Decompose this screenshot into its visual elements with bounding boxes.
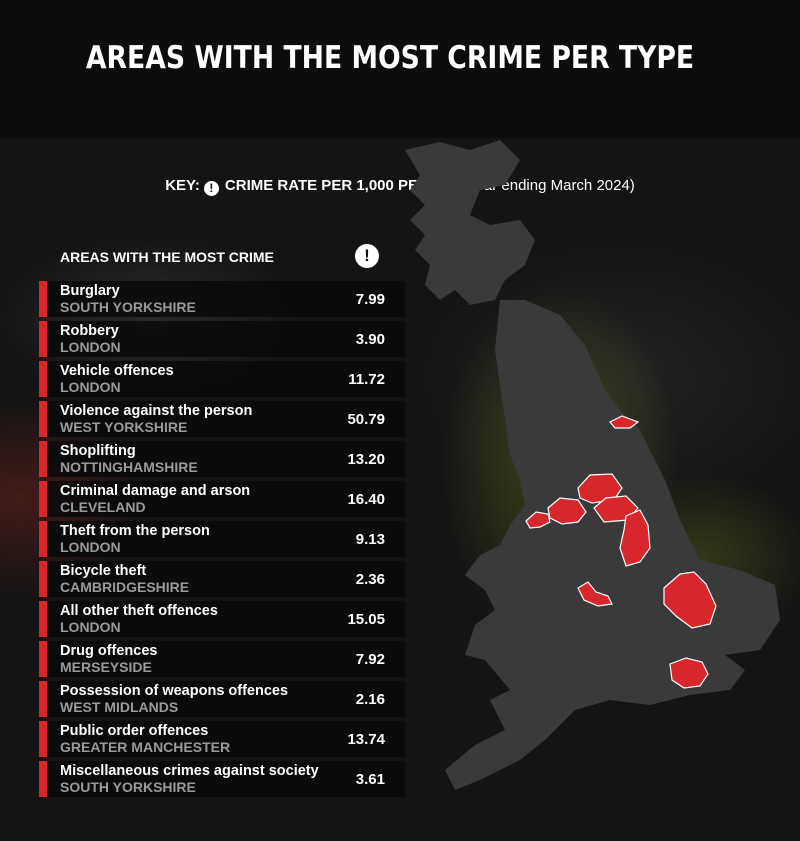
crime-area: GREATER MANCHESTER	[60, 739, 231, 755]
table-row: Criminal damage and arson CLEVELAND 16.40	[39, 481, 405, 517]
crime-area: SOUTH YORKSHIRE	[60, 779, 196, 795]
row-accent-bar	[39, 721, 47, 757]
table-row: Theft from the person LONDON 9.13	[39, 521, 405, 557]
table-row: Miscellaneous crimes against society SOUT…	[39, 761, 405, 797]
table-row: Public order offences GREATER MANCHESTER 1…	[39, 721, 405, 757]
crime-rate: 7.99	[355, 291, 385, 308]
crime-type: Burglary	[60, 283, 120, 299]
region-greater-manchester	[547, 497, 587, 525]
crime-type: Drug offences	[60, 643, 158, 659]
table-row: Violence against the person WEST YORKSHIR…	[39, 401, 405, 437]
region-cambridgeshire	[663, 571, 717, 629]
exclamation-icon: !	[203, 181, 219, 196]
crime-rate: 9.13	[355, 531, 385, 548]
crime-type: Vehicle offences	[60, 363, 174, 379]
region-west-midlands	[577, 581, 613, 607]
crime-rate: 11.72	[348, 371, 385, 388]
region-nottinghamshire	[619, 509, 651, 567]
key-measure: CRIME RATE PER 1,000 PEOPLE	[224, 177, 459, 194]
crime-area: LONDON	[60, 619, 121, 635]
crime-rate: 15.05	[347, 611, 385, 628]
region-merseyside	[525, 511, 551, 529]
row-accent-bar	[39, 561, 47, 597]
key-label: KEY:	[165, 177, 200, 194]
crime-area: WEST YORKSHIRE	[60, 419, 188, 435]
table-row: Vehicle offences LONDON 11.72	[39, 361, 405, 397]
table-row: Possession of weapons offences WEST MIDLA…	[39, 681, 405, 717]
crime-table: Burglary SOUTH YORKSHIRE 7.99 Robbery LONDON…	[39, 281, 405, 801]
crime-rate: 3.90	[355, 331, 385, 348]
crime-type: Shoplifting	[60, 443, 136, 459]
crime-area: NOTTINGHAMSHIRE	[60, 459, 198, 475]
crime-area: LONDON	[60, 379, 121, 395]
crime-type: Criminal damage and arson	[60, 483, 251, 499]
crime-rate: 3.61	[355, 771, 385, 788]
table-header: AREAS WITH THE MOST CRIME	[60, 249, 274, 265]
row-accent-bar	[39, 441, 47, 477]
crime-type: Violence against the person	[60, 403, 253, 419]
crime-rate: 16.40	[347, 491, 385, 508]
row-accent-bar	[39, 321, 47, 357]
crime-rate: 50.79	[347, 411, 385, 428]
crime-rate: 2.16	[355, 691, 385, 708]
region-cleveland	[609, 415, 640, 429]
crime-area: CLEVELAND	[60, 499, 146, 515]
uk-map	[405, 140, 780, 790]
row-accent-bar	[39, 481, 47, 517]
crime-type: Possession of weapons offences	[60, 683, 289, 699]
row-accent-bar	[39, 601, 47, 637]
map-england-wales	[445, 300, 780, 790]
table-row: Bicycle theft CAMBRIDGESHIRE 2.36	[39, 561, 405, 597]
row-accent-bar	[39, 761, 47, 797]
region-london	[669, 657, 709, 689]
table-row: Burglary SOUTH YORKSHIRE 7.99	[39, 281, 405, 317]
map-scotland	[405, 140, 535, 305]
crime-area: SOUTH YORKSHIRE	[60, 299, 196, 315]
crime-area: CAMBRIDGESHIRE	[60, 579, 190, 595]
row-accent-bar	[39, 361, 47, 397]
row-accent-bar	[39, 401, 47, 437]
crime-rate: 7.92	[355, 651, 385, 668]
row-accent-bar	[39, 281, 47, 317]
crime-area: MERSEYSIDE	[60, 659, 152, 675]
crime-type: Bicycle theft	[60, 563, 147, 579]
crime-type: Theft from the person	[60, 523, 210, 539]
crime-area: WEST MIDLANDS	[60, 699, 179, 715]
exclamation-icon: !	[355, 244, 379, 268]
table-row: All other theft offences LONDON 15.05	[39, 601, 405, 637]
table-row: Robbery LONDON 3.90	[39, 321, 405, 357]
crime-type: Public order offences	[60, 723, 209, 739]
region-west-yorkshire	[577, 473, 623, 504]
row-accent-bar	[39, 521, 47, 557]
crime-type: Robbery	[60, 323, 119, 339]
table-row: Shoplifting NOTTINGHAMSHIRE 13.20	[39, 441, 405, 477]
crime-area: LONDON	[60, 539, 121, 555]
crime-type: Miscellaneous crimes against society	[60, 763, 319, 779]
row-accent-bar	[39, 681, 47, 717]
crime-rate: 13.74	[347, 731, 385, 748]
crime-area: LONDON	[60, 339, 121, 355]
crime-rate: 2.36	[355, 571, 385, 588]
table-row: Drug offences MERSEYSIDE 7.92	[39, 641, 405, 677]
row-accent-bar	[39, 641, 47, 677]
page-title: AREAS WITH THE MOST CRIME PER TYPE	[85, 40, 695, 76]
crime-rate: 13.20	[347, 451, 385, 468]
crime-type: All other theft offences	[60, 603, 218, 619]
